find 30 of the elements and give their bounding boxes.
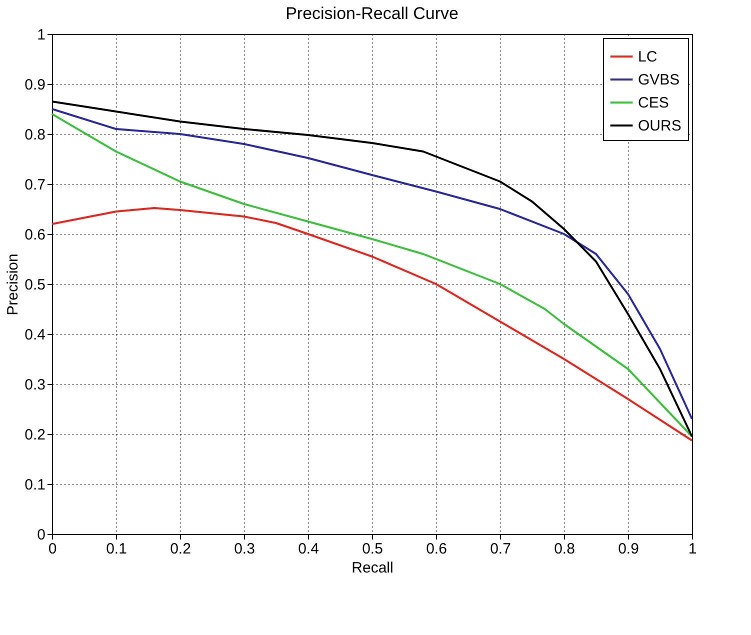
x-tick-label: 1 (688, 540, 697, 558)
x-tick-label: 0.8 (554, 540, 575, 558)
legend-label: OURS (638, 118, 682, 134)
x-tick-label: 0.6 (426, 540, 447, 558)
x-axis-title: Recall (352, 560, 394, 576)
y-tick-label: 0.3 (24, 376, 46, 394)
x-tick-label: 0.2 (170, 540, 191, 558)
x-tick-label: 0.9 (618, 540, 639, 558)
y-axis-title: Precision (4, 254, 22, 316)
y-tick-label: 0.9 (24, 76, 46, 94)
y-tick-label: 0.1 (24, 476, 46, 494)
x-tick-label: 0.7 (490, 540, 511, 558)
x-tick-label: 0.3 (234, 540, 255, 558)
x-tick-label: 0.5 (362, 540, 383, 558)
x-tick-label: 0 (48, 540, 57, 558)
x-tick-label: 0.1 (106, 540, 127, 558)
x-tick-label: 0.4 (298, 540, 319, 558)
y-tick-label: 1 (37, 26, 46, 44)
y-tick-label: 0.2 (24, 426, 46, 444)
chart-title: Precision-Recall Curve (286, 4, 458, 23)
y-tick-label: 0.7 (24, 176, 46, 194)
line-series (51, 207, 693, 442)
legend-label: LC (638, 48, 658, 66)
y-tick-label: 0.4 (24, 326, 46, 344)
legend-label: GVBS (638, 72, 680, 88)
y-tick-label: 0.8 (24, 126, 46, 144)
y-tick-label: 0 (37, 526, 46, 544)
legend-label: CES (638, 94, 669, 112)
y-tick-label: 0.5 (24, 276, 46, 294)
y-tick-label: 0.6 (24, 226, 46, 244)
